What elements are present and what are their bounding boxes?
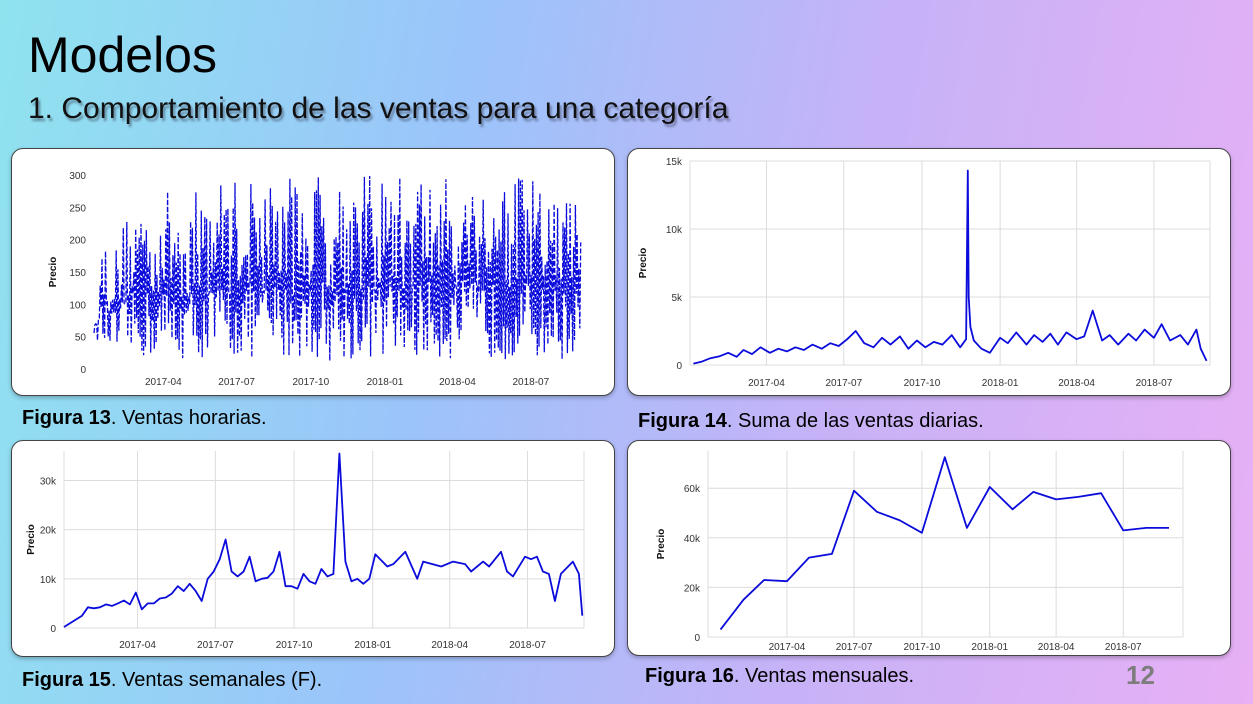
y-tick-label: 0	[50, 624, 56, 635]
y-tick-label: 150	[69, 268, 86, 279]
x-tick-label: 2017-10	[904, 642, 941, 653]
series-line	[719, 456, 1169, 631]
x-tick-label: 2018-07	[509, 640, 546, 651]
y-tick-label: 40k	[684, 534, 701, 545]
x-tick-label: 2017-10	[292, 377, 329, 388]
x-tick-label: 2017-10	[276, 640, 313, 651]
caption-text: . Suma de las ventas diarias.	[726, 410, 984, 432]
y-tick-label: 50	[75, 333, 87, 344]
x-tick-label: 2017-07	[825, 378, 862, 389]
caption-fig15: Figura 15. Ventas semanales (F).	[22, 669, 322, 692]
x-tick-label: 2018-01	[367, 377, 404, 388]
caption-label: Figura 13	[22, 407, 111, 429]
y-tick-label: 0	[676, 361, 682, 372]
y-tick-label: 60k	[684, 484, 701, 495]
chart-fig14: 0 5k 10k 15k 2017-04 2017-07 2017-10 2018-01 201…	[638, 157, 1211, 389]
y-tick-label: 5k	[671, 293, 683, 304]
y-tick-label: 100	[69, 300, 86, 311]
caption-text: . Ventas horarias.	[110, 407, 267, 429]
y-tick-label: 10k	[40, 575, 57, 586]
caption-fig13: Figura 13. Ventas horarias.	[22, 407, 267, 430]
caption-text: . Ventas mensuales.	[733, 665, 915, 687]
y-tick-label: 200	[69, 236, 86, 247]
x-tick-label: 2018-04	[1038, 642, 1075, 653]
x-tick-label: 2018-07	[1136, 378, 1173, 389]
chart-panel-fig15: 0 10k 20k 30k 2017-04 2017-07 2017-10 2018-01 20…	[11, 440, 615, 657]
y-tick-label: 0	[80, 365, 86, 376]
caption-label: Figura 15	[22, 669, 111, 691]
slide-title: Modelos	[28, 27, 217, 83]
y-tick-label: 250	[69, 203, 86, 214]
caption-fig14: Figura 14. Suma de las ventas diarias.	[638, 410, 984, 433]
y-axis-label: Precio	[638, 248, 649, 279]
x-tick-label: 2017-04	[119, 640, 156, 651]
x-tick-label: 2018-07	[1105, 642, 1142, 653]
x-tick-label: 2018-04	[1058, 378, 1095, 389]
chart-panel-fig16: 0 20k 40k 60k 2017-04 2017-07 2017-10 2018-01 20…	[627, 440, 1231, 656]
y-tick-label: 20k	[684, 583, 701, 594]
x-tick-label: 2017-04	[769, 642, 806, 653]
slide-subtitle: 1. Comportamiento de las ventas para una…	[28, 92, 729, 125]
caption-label: Figura 16	[645, 665, 734, 687]
series-line	[693, 169, 1208, 365]
x-tick-label: 2018-01	[982, 378, 1019, 389]
x-tick-label: 2017-07	[218, 377, 255, 388]
y-axis-label: Precio	[48, 257, 59, 288]
caption-fig16: Figura 16. Ventas mensuales.	[645, 665, 914, 688]
y-tick-label: 0	[694, 633, 700, 644]
x-tick-label: 2018-01	[354, 640, 391, 651]
chart-fig15: 0 10k 20k 30k 2017-04 2017-07 2017-10 2018-01 20…	[26, 451, 585, 651]
y-tick-label: 10k	[666, 225, 683, 236]
x-tick-label: 2017-04	[748, 378, 785, 389]
x-tick-label: 2018-07	[512, 377, 549, 388]
y-tick-label: 300	[69, 171, 86, 182]
y-tick-label: 15k	[666, 157, 683, 168]
chart-fig13: 0 50 100 150 200 250 300 2017-04 2017-07 2017-10 2…	[48, 171, 582, 388]
x-tick-label: 2017-07	[836, 642, 873, 653]
x-tick-label: 2018-04	[439, 377, 476, 388]
chart-fig16: 0 20k 40k 60k 2017-04 2017-07 2017-10 2018-01 20…	[656, 451, 1184, 653]
x-tick-label: 2017-10	[904, 378, 941, 389]
x-tick-label: 2017-07	[197, 640, 234, 651]
x-tick-label: 2018-01	[971, 642, 1008, 653]
caption-text: . Ventas semanales (F).	[110, 669, 323, 691]
chart-panel-fig14: 0 5k 10k 15k 2017-04 2017-07 2017-10 2018-01 201…	[627, 148, 1231, 396]
series-line	[63, 452, 584, 628]
caption-label: Figura 14	[638, 410, 727, 432]
series-line	[93, 175, 582, 361]
x-tick-label: 2017-04	[145, 377, 182, 388]
y-axis-label: Precio	[26, 524, 37, 555]
x-tick-label: 2018-04	[431, 640, 468, 651]
y-tick-label: 20k	[40, 526, 57, 537]
chart-panel-fig13: 0 50 100 150 200 250 300 2017-04 2017-07 2017-10 2…	[11, 148, 615, 396]
y-axis-label: Precio	[656, 529, 667, 560]
y-tick-label: 30k	[40, 477, 57, 488]
page-number: 12	[1126, 660, 1155, 690]
